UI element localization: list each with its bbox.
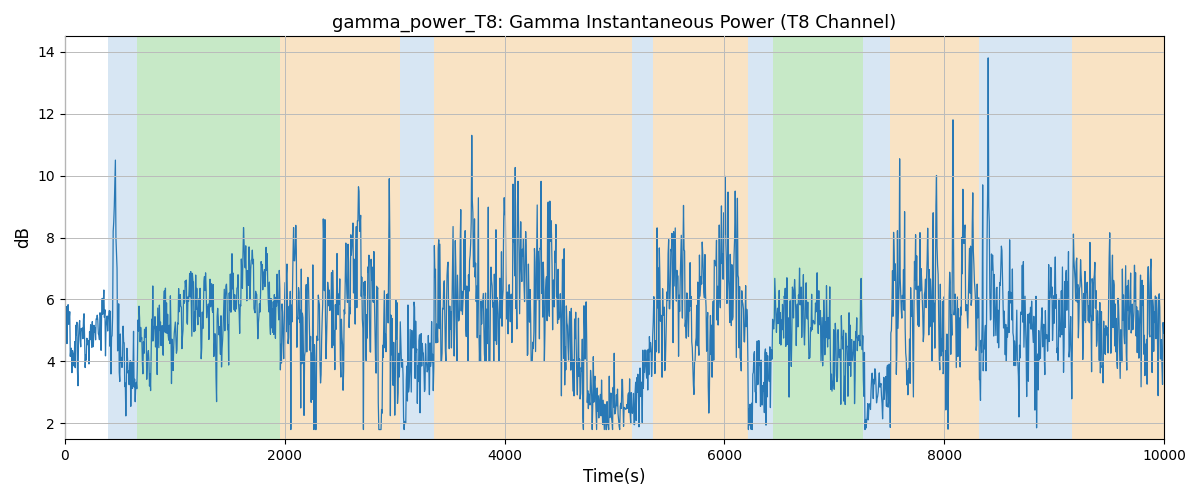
Bar xyxy=(108,36,137,439)
Y-axis label: dB: dB xyxy=(14,226,32,248)
Bar xyxy=(400,36,434,439)
Title: gamma_power_T8: Gamma Instantaneous Power (T8 Channel): gamma_power_T8: Gamma Instantaneous Powe… xyxy=(332,14,896,32)
Bar xyxy=(281,36,400,439)
Bar xyxy=(653,36,748,439)
X-axis label: Time(s): Time(s) xyxy=(583,468,646,486)
Bar xyxy=(137,36,281,439)
Bar xyxy=(632,36,653,439)
Bar xyxy=(863,36,890,439)
Bar xyxy=(979,36,1072,439)
Bar xyxy=(773,36,863,439)
Bar xyxy=(890,36,979,439)
Bar xyxy=(1072,36,1164,439)
Bar xyxy=(434,36,632,439)
Bar xyxy=(748,36,773,439)
